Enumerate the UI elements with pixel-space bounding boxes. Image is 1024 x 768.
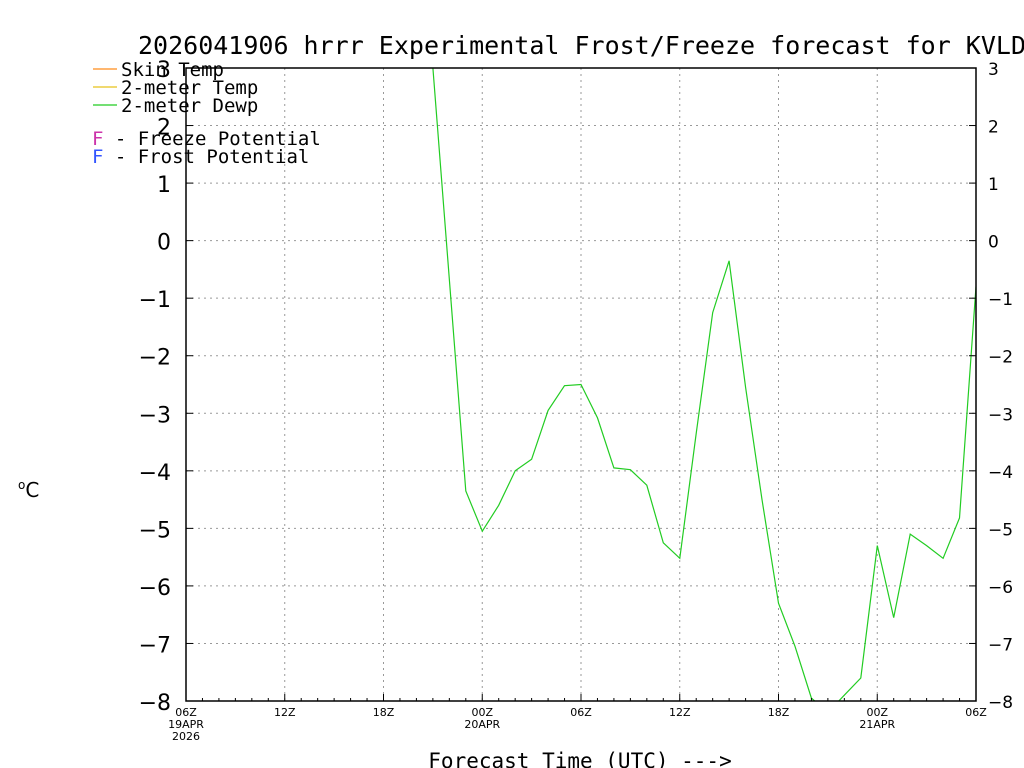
- y-tick-label-left: −3: [139, 403, 171, 428]
- y-tick-label-right: −1: [988, 290, 1013, 310]
- y-tick-label-right: 1: [988, 175, 999, 195]
- y-tick-label-left: 3: [157, 58, 171, 83]
- legend-label: 2-meter Temp: [121, 77, 258, 99]
- y-tick-label-left: −5: [139, 518, 171, 543]
- x-tick-label: 12Z: [669, 706, 691, 719]
- x-tick-label: 00Z: [471, 706, 493, 719]
- x-tick-label: 06Z: [965, 706, 987, 719]
- y-axis-label-unit: C: [25, 478, 39, 502]
- y-tick-label-left: −6: [139, 576, 171, 601]
- y-tick-label-left: −2: [139, 346, 171, 371]
- y-tick-label-left: 0: [157, 231, 171, 256]
- potential-letter: F: [92, 146, 103, 168]
- potential-text: - Freeze Potential: [103, 128, 320, 150]
- y-tick-label-right: −4: [988, 463, 1013, 483]
- x-tick-label: 06Z: [570, 706, 592, 719]
- y-tick-label-left: −4: [139, 461, 171, 486]
- y-tick-label-right: −6: [988, 578, 1013, 598]
- y-tick-label-right: −2: [988, 348, 1013, 368]
- chart-title: 2026041906 hrrr Experimental Frost/Freez…: [138, 31, 1024, 60]
- x-tick-label: 00Z: [866, 706, 888, 719]
- y-axis-right: 3 2 1 0 −1 −2 −3 −4 −5 −6 −7 −8: [969, 60, 1013, 713]
- x-tick-label: 18Z: [768, 706, 790, 719]
- potential-letter: F: [92, 128, 103, 150]
- y-tick-label-right: 0: [988, 233, 999, 253]
- x-tick-label: 19APR: [168, 718, 204, 731]
- legend-label: Skin Temp: [121, 59, 224, 81]
- y-tick-label-right: 2: [988, 118, 999, 138]
- y-tick-label-left: −1: [139, 288, 171, 313]
- potential-label: F - Frost Potential: [92, 146, 309, 168]
- x-tick-label: 06Z: [175, 706, 197, 719]
- legend-label: 2-meter Dewp: [121, 95, 258, 117]
- y-tick-label-right: 3: [988, 60, 999, 80]
- series-line-dewpoint: [432, 68, 976, 701]
- x-tick-label: 20APR: [464, 718, 500, 731]
- y-tick-label-right: −5: [988, 520, 1013, 540]
- y-tick-label-left: −7: [139, 633, 171, 658]
- y-axis-label: oC: [18, 478, 39, 502]
- x-tick-label: 18Z: [373, 706, 395, 719]
- x-tick-label: 12Z: [274, 706, 296, 719]
- y-axis-label-degree: o: [18, 478, 25, 492]
- series-layer: [432, 68, 976, 701]
- y-tick-label-right: −3: [988, 405, 1013, 425]
- y-axis-left: 3 2 1 0 −1 −2 −3 −4 −5 −6 −7 −8: [139, 58, 193, 716]
- y-tick-label-right: −7: [988, 635, 1013, 655]
- y-tick-label-left: 1: [157, 173, 171, 198]
- potential-text: - Frost Potential: [103, 146, 309, 168]
- y-tick-label-left: 2: [157, 116, 171, 141]
- x-tick-label: 21APR: [859, 718, 895, 731]
- y-tick-label-left: −8: [139, 691, 171, 716]
- y-tick-label-right: −8: [988, 693, 1013, 713]
- x-axis-label: Forecast Time (UTC) --->: [428, 749, 731, 768]
- potential-label: F - Freeze Potential: [92, 128, 321, 150]
- x-tick-label: 2026: [172, 730, 200, 743]
